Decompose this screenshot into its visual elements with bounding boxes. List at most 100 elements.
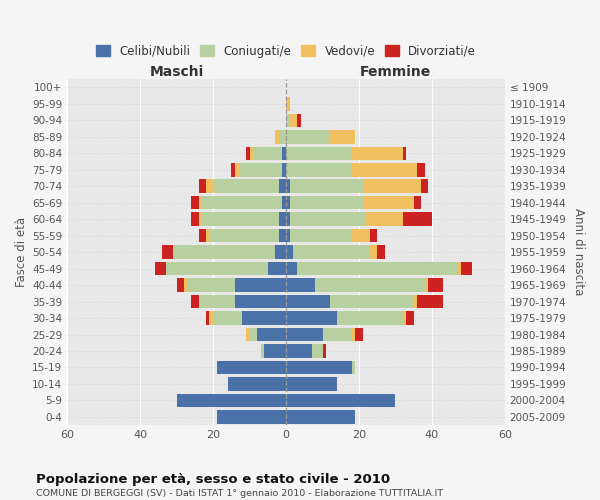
Bar: [315, 278, 425, 292]
Bar: [352, 229, 370, 242]
Bar: [421, 180, 428, 193]
Bar: [228, 377, 286, 390]
Bar: [206, 180, 213, 193]
Bar: [286, 180, 290, 193]
Bar: [413, 196, 421, 209]
Bar: [213, 312, 242, 325]
Bar: [199, 196, 202, 209]
Bar: [213, 180, 279, 193]
Bar: [286, 229, 290, 242]
Y-axis label: Anni di nascita: Anni di nascita: [572, 208, 585, 296]
Bar: [428, 278, 443, 292]
Bar: [297, 114, 301, 127]
Bar: [290, 180, 362, 193]
Bar: [155, 262, 166, 276]
Bar: [264, 344, 286, 358]
Bar: [286, 262, 297, 276]
Bar: [352, 163, 418, 176]
Bar: [184, 278, 188, 292]
Bar: [323, 328, 352, 342]
Bar: [286, 295, 330, 308]
Bar: [290, 196, 362, 209]
Bar: [217, 360, 286, 374]
Bar: [191, 196, 199, 209]
Bar: [217, 410, 286, 424]
Bar: [286, 212, 290, 226]
Bar: [279, 229, 286, 242]
Bar: [355, 328, 362, 342]
Bar: [246, 328, 250, 342]
Bar: [286, 312, 337, 325]
Bar: [352, 146, 403, 160]
Bar: [403, 212, 432, 226]
Bar: [206, 312, 209, 325]
Bar: [461, 262, 472, 276]
Bar: [362, 196, 413, 209]
Bar: [290, 114, 297, 127]
Text: Popolazione per età, sesso e stato civile - 2010: Popolazione per età, sesso e stato civil…: [36, 472, 390, 486]
Bar: [418, 163, 425, 176]
Bar: [403, 146, 406, 160]
Bar: [199, 295, 235, 308]
Bar: [283, 163, 286, 176]
Bar: [330, 295, 413, 308]
Bar: [293, 246, 370, 259]
Bar: [257, 328, 286, 342]
Bar: [377, 246, 385, 259]
Bar: [286, 97, 290, 110]
Bar: [188, 278, 235, 292]
Bar: [286, 278, 315, 292]
Bar: [162, 246, 173, 259]
Bar: [323, 344, 326, 358]
Bar: [176, 394, 286, 407]
Text: Maschi: Maschi: [149, 65, 204, 79]
Bar: [209, 312, 213, 325]
Bar: [286, 360, 352, 374]
Bar: [283, 196, 286, 209]
Bar: [242, 312, 286, 325]
Bar: [406, 312, 413, 325]
Bar: [286, 246, 293, 259]
Bar: [279, 212, 286, 226]
Bar: [283, 146, 286, 160]
Bar: [286, 146, 352, 160]
Bar: [330, 130, 355, 143]
Bar: [457, 262, 461, 276]
Bar: [311, 344, 323, 358]
Bar: [250, 328, 257, 342]
Bar: [239, 163, 283, 176]
Legend: Celibi/Nubili, Coniugati/e, Vedovi/e, Divorziati/e: Celibi/Nubili, Coniugati/e, Vedovi/e, Di…: [91, 40, 481, 62]
Bar: [235, 278, 286, 292]
Bar: [206, 229, 209, 242]
Bar: [362, 180, 421, 193]
Bar: [413, 295, 418, 308]
Bar: [275, 130, 279, 143]
Bar: [286, 196, 290, 209]
Bar: [286, 344, 311, 358]
Bar: [202, 196, 283, 209]
Bar: [250, 146, 253, 160]
Bar: [352, 360, 355, 374]
Text: COMUNE DI BERGEGGI (SV) - Dati ISTAT 1° gennaio 2010 - Elaborazione TUTTITALIA.I: COMUNE DI BERGEGGI (SV) - Dati ISTAT 1° …: [36, 489, 443, 498]
Bar: [191, 295, 199, 308]
Bar: [286, 394, 395, 407]
Bar: [202, 212, 279, 226]
Bar: [246, 146, 250, 160]
Bar: [352, 328, 355, 342]
Bar: [268, 262, 286, 276]
Bar: [191, 212, 199, 226]
Bar: [403, 312, 406, 325]
Bar: [297, 262, 457, 276]
Bar: [286, 163, 352, 176]
Bar: [279, 180, 286, 193]
Bar: [199, 212, 202, 226]
Bar: [173, 246, 275, 259]
Bar: [176, 278, 184, 292]
Bar: [209, 229, 279, 242]
Bar: [370, 229, 377, 242]
Bar: [199, 180, 206, 193]
Bar: [290, 212, 366, 226]
Bar: [286, 328, 323, 342]
Bar: [425, 278, 428, 292]
Bar: [286, 130, 330, 143]
